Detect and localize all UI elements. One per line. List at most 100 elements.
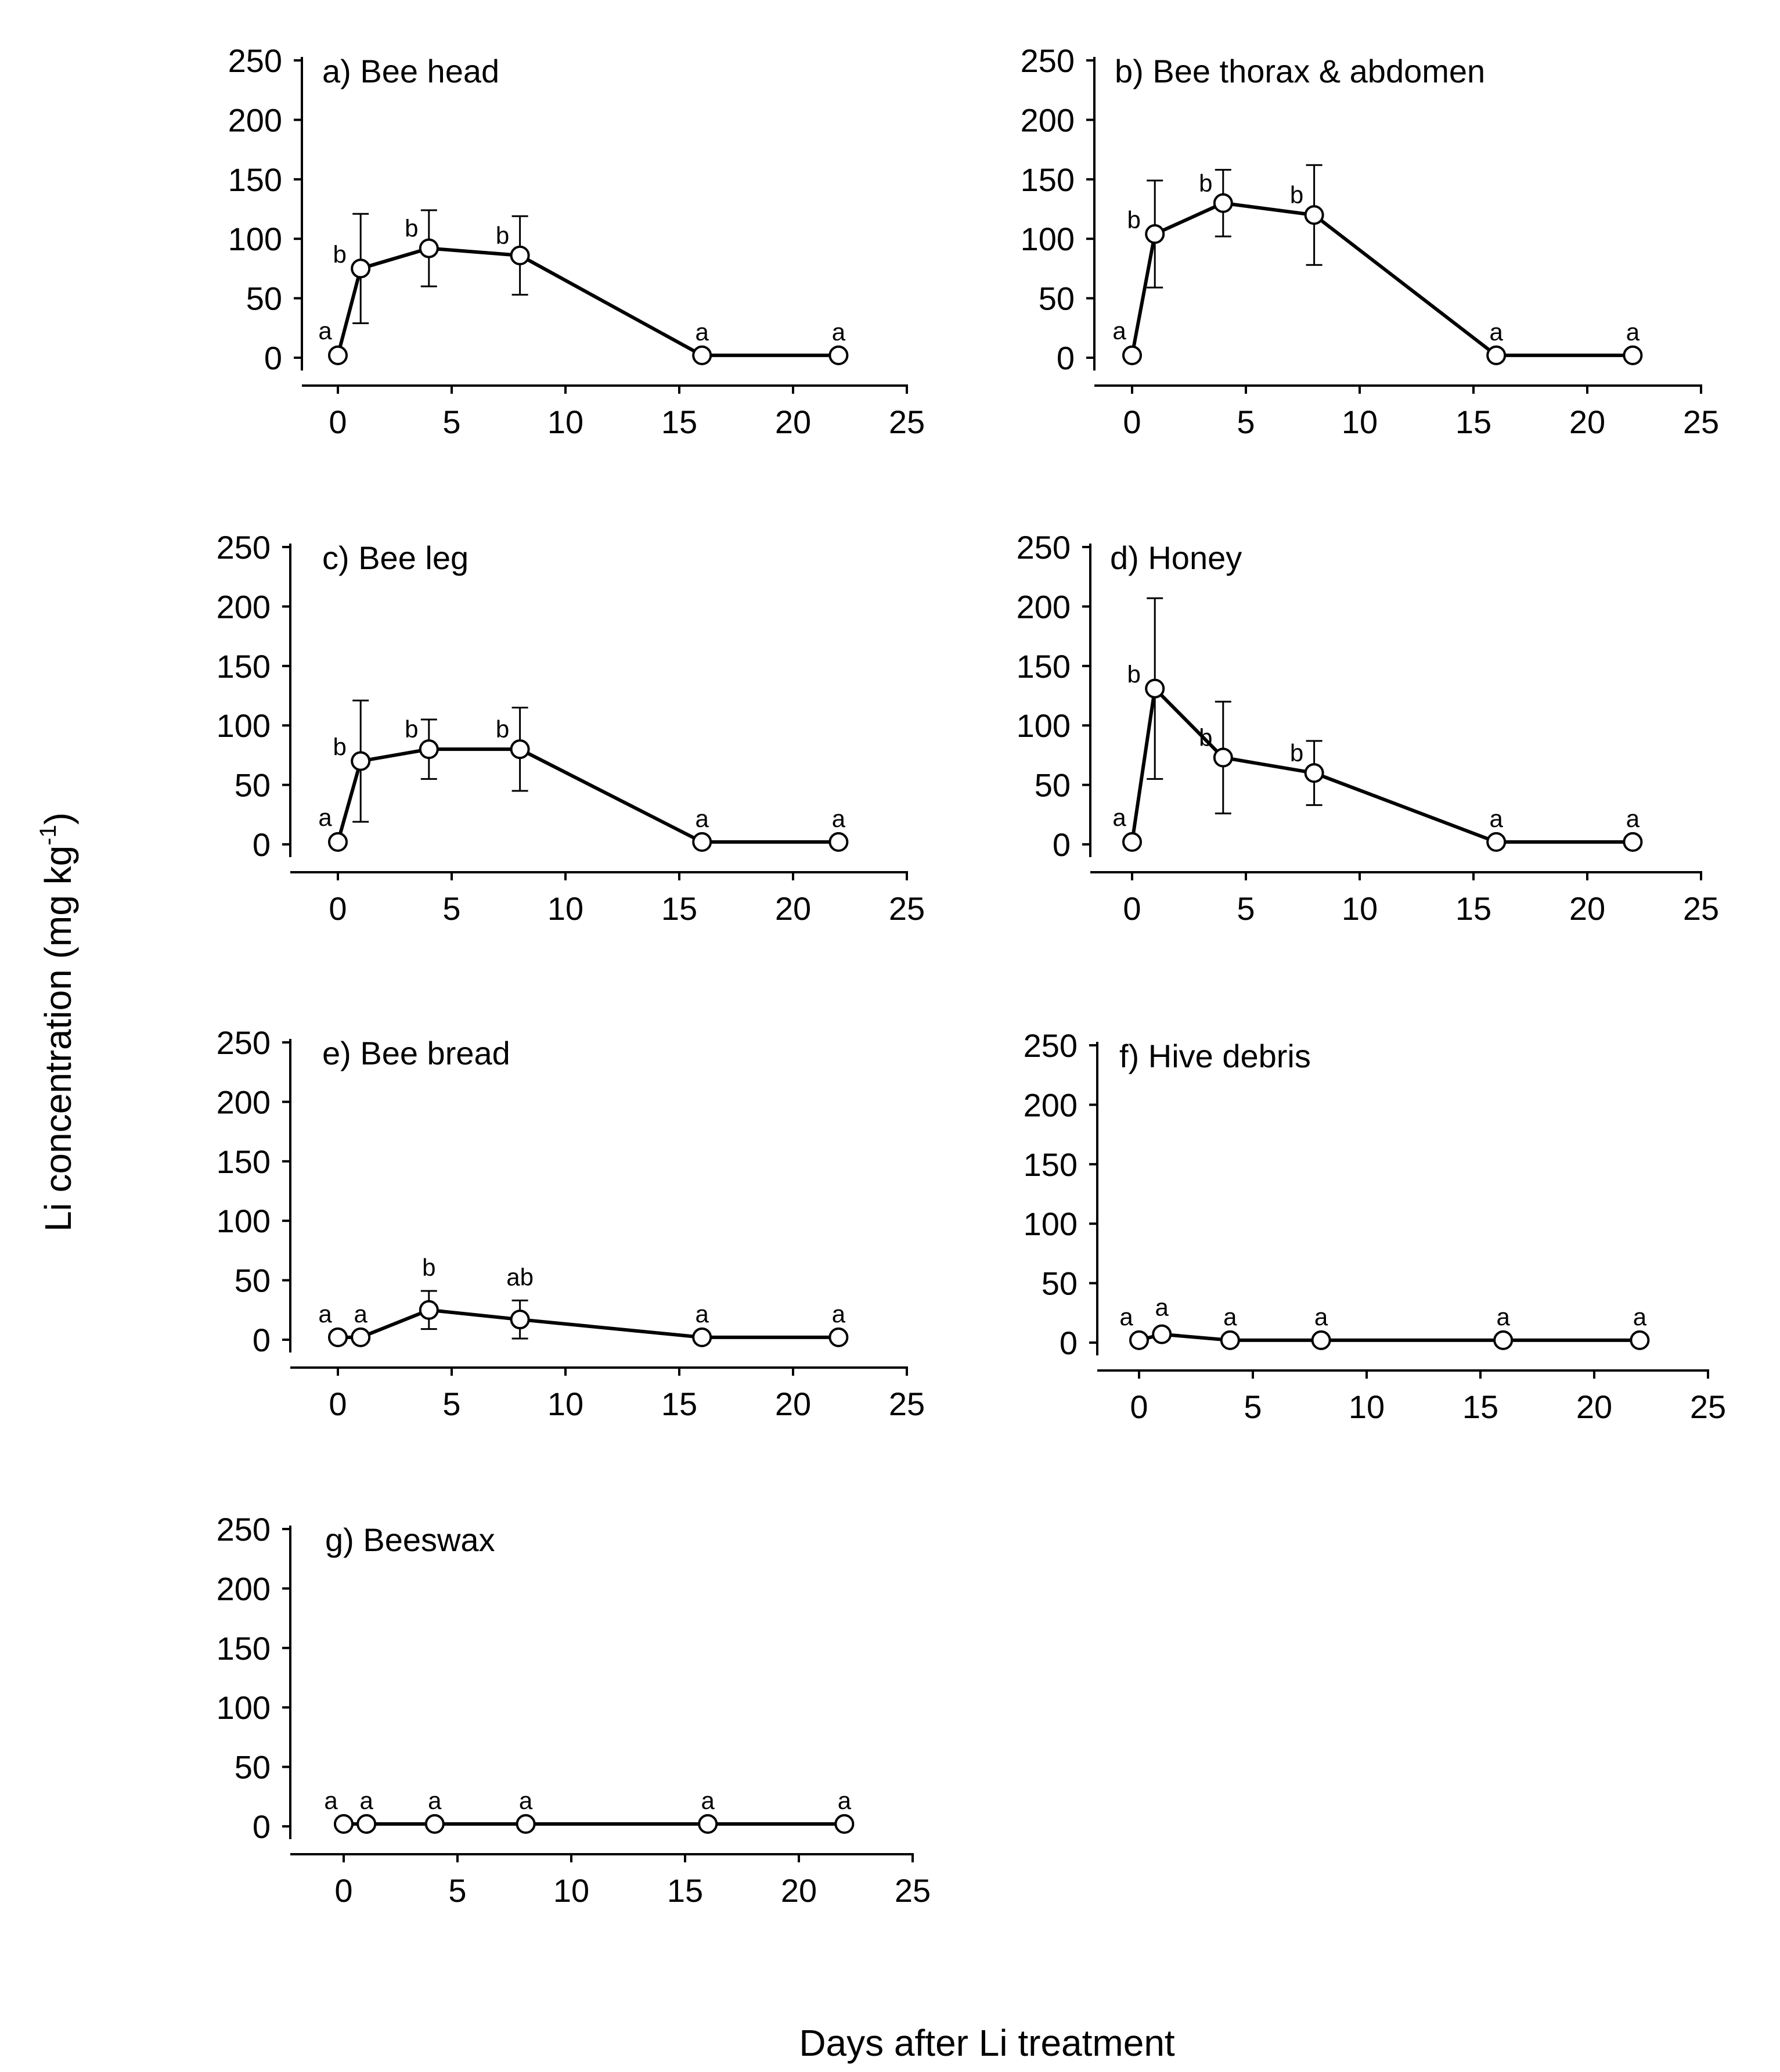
significance-letter: b [1127,661,1141,688]
x-tick-label: 10 [547,890,583,927]
y-tick-label: 150 [1024,1146,1078,1183]
y-tick-label: 50 [235,1749,271,1786]
x-tick-label: 5 [442,890,460,927]
significance-letter: a [318,804,332,831]
x-tick-label: 0 [329,1386,347,1422]
x-tick-label: 10 [1349,1388,1385,1425]
x-tick-label: 0 [1123,890,1141,927]
data-point [419,1300,439,1320]
significance-letter: a [1497,1303,1511,1330]
x-tick-label: 15 [661,404,697,440]
panel-title: a) Bee head [322,53,499,89]
significance-letter: a [318,1300,332,1328]
x-tick-label: 0 [1123,404,1141,440]
x-tick-label: 20 [1569,404,1605,440]
data-point [1145,224,1165,244]
x-tick-label: 5 [442,1386,460,1422]
x-tick-label: 25 [889,404,925,440]
x-tick-label: 0 [334,1872,352,1909]
y-tick-label: 150 [228,161,282,198]
significance-letter: a [832,805,846,832]
y-tick-label: 200 [1024,1087,1078,1123]
data-point [692,1327,712,1347]
y-tick-label: 100 [228,221,282,257]
y-tick-label: 250 [228,42,282,79]
data-point [828,1327,849,1347]
data-point [1129,1330,1149,1350]
y-tick-label: 0 [1057,340,1075,376]
x-tick-label: 10 [1342,404,1378,440]
x-tick-label: 20 [781,1872,817,1909]
significance-letter: a [1223,1303,1237,1330]
x-tick-label: 5 [1237,404,1255,440]
x-tick-label: 25 [889,890,925,927]
significance-letter: a [360,1787,374,1814]
data-point [516,1814,536,1834]
data-point [510,739,530,760]
x-tick-label: 15 [1455,890,1491,927]
x-tick-label: 25 [1690,1388,1726,1425]
data-point [351,258,371,279]
data-point [828,832,849,852]
significance-letter: b [333,733,347,761]
data-point [510,1310,530,1330]
data-point [419,739,439,760]
data-point [692,832,712,852]
data-point [419,238,439,258]
data-point [1486,345,1507,365]
x-tick-label: 10 [547,404,583,440]
series-line [1130,201,1633,357]
y-tick-label: 200 [228,102,282,138]
y-tick-label: 250 [1024,1027,1078,1064]
significance-letter: a [519,1787,533,1814]
panel-title: d) Honey [1110,539,1242,576]
x-tick-label: 5 [1237,890,1255,927]
y-tick-label: 0 [1060,1325,1078,1361]
significance-letter: b [1290,739,1303,767]
data-point [328,1327,348,1347]
x-tick-label: 0 [1130,1388,1148,1425]
significance-letter: a [696,318,709,346]
chart-panel: 0 50 100 150 200 250 0 5 10 15 20 25 c) Bee leg a b b b a… [217,529,925,927]
x-tick-label: 20 [775,890,811,927]
data-point [334,1814,354,1834]
data-point [1213,193,1233,213]
y-tick-label: 200 [217,588,271,625]
y-tick-label: 200 [217,1084,271,1120]
series-line [336,747,839,844]
significance-letter: ab [506,1263,534,1290]
data-point [1122,832,1142,852]
x-tick-label: 0 [329,404,347,440]
significance-letter: a [318,317,332,344]
data-point [1493,1330,1514,1350]
x-tick-label: 5 [1244,1388,1262,1425]
x-tick-label: 20 [1569,890,1605,927]
x-tick-label: 20 [1576,1388,1612,1425]
panel-title: c) Bee leg [322,539,469,576]
y-tick-label: 250 [217,1024,271,1061]
significance-letter: b [496,222,509,249]
y-tick-label: 50 [1039,280,1075,317]
y-tick-label: 150 [1021,161,1075,198]
significance-letter: a [1626,318,1640,346]
data-point [1623,345,1643,365]
x-tick-label: 15 [1462,1388,1498,1425]
data-point [510,245,530,265]
y-tick-label: 100 [217,1689,271,1726]
data-point [1213,747,1233,768]
significance-letter: a [1490,318,1504,346]
y-tick-label: 50 [1042,1265,1078,1302]
data-point [834,1814,855,1834]
significance-letter: a [838,1787,852,1814]
y-tick-label: 50 [235,767,271,804]
y-tick-label: 100 [217,707,271,744]
x-tick-label: 25 [889,1386,925,1422]
y-tick-label: 250 [217,1511,271,1548]
significance-letter: a [832,318,846,346]
data-point [1145,678,1165,699]
y-tick-label: 250 [1021,42,1075,79]
x-axis-title: Days after Li treatment [799,2022,1175,2064]
